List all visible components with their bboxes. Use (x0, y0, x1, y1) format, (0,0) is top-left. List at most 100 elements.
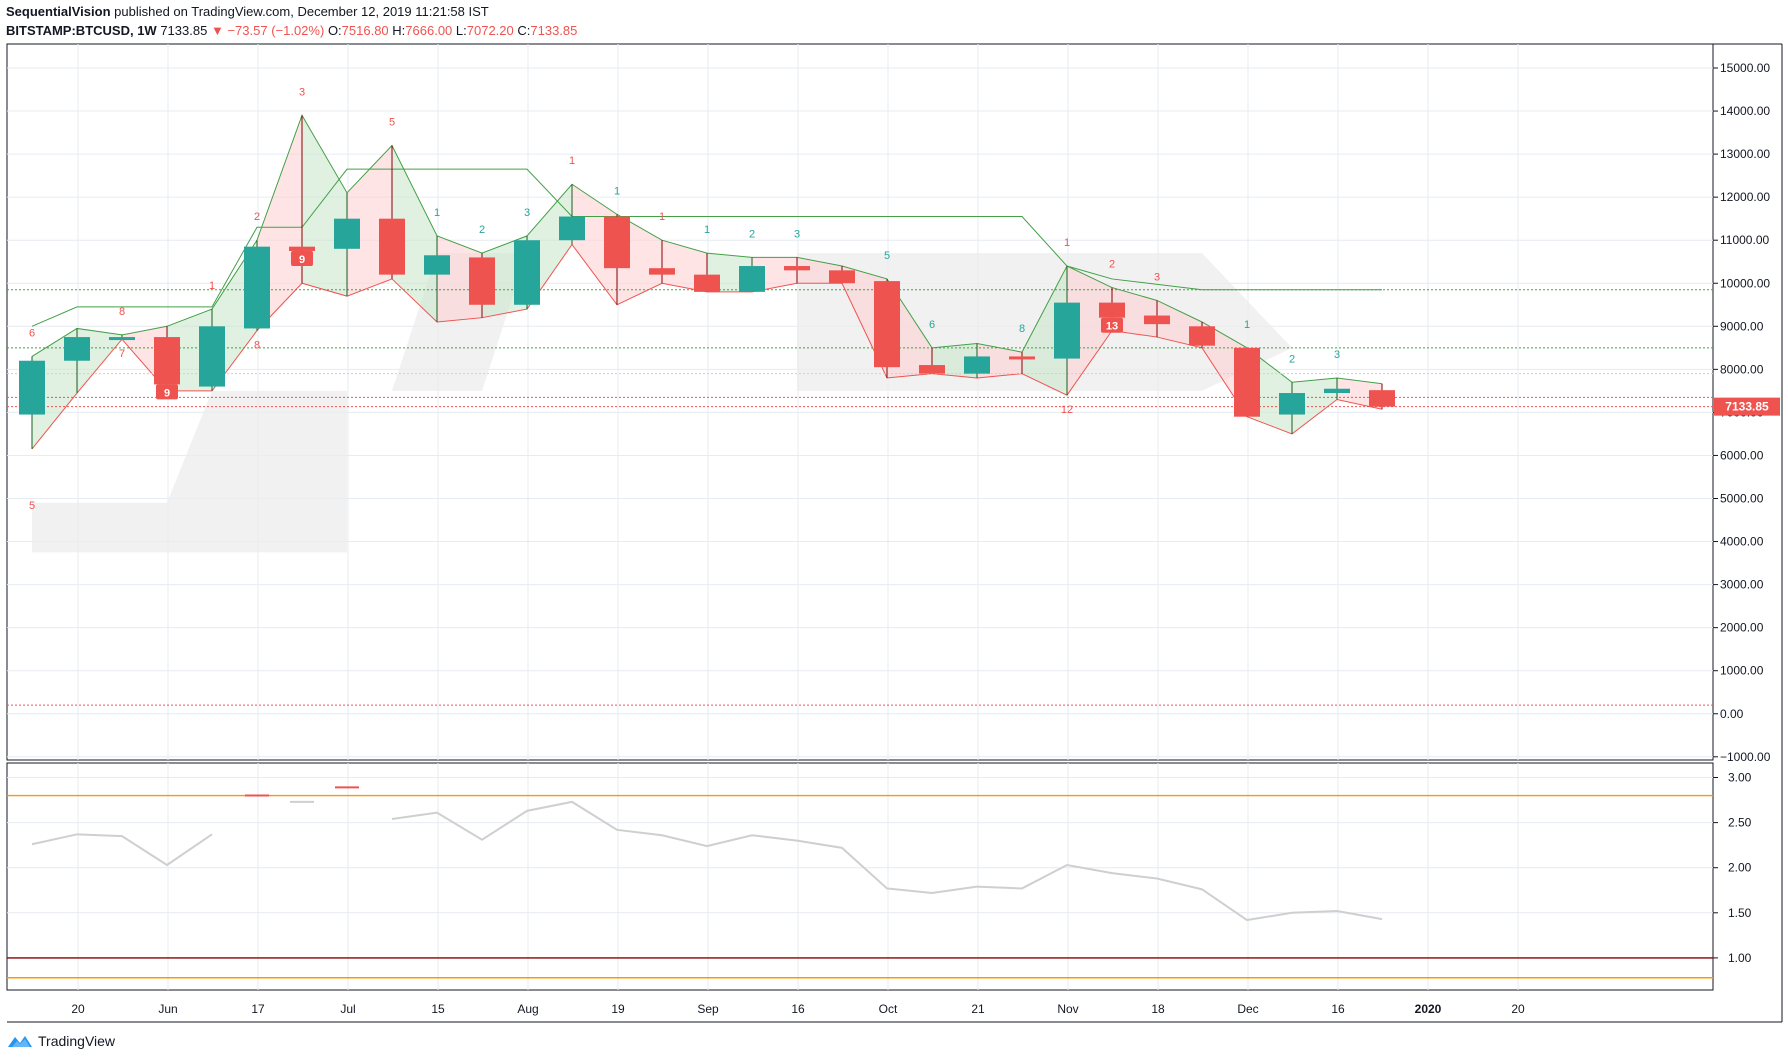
y-tick-label: 8000.00 (1720, 362, 1764, 376)
x-tick-label: 2020 (1415, 1002, 1442, 1016)
x-tick-label: 16 (1331, 1002, 1345, 1016)
cloud-segment (1067, 266, 1112, 396)
sequential-count-label: 6 (29, 327, 35, 339)
count-box (1101, 317, 1123, 333)
sequential-count-label: 8 (1019, 323, 1025, 335)
sequential-count-label: 5 (884, 250, 890, 262)
candle-body (1099, 302, 1125, 318)
candle-body (379, 218, 405, 275)
symbol-name: BITSTAMP:BTCUSD, 1W (6, 23, 157, 38)
author-name[interactable]: SequentialVision (6, 4, 111, 19)
sequential-count-label: 2 (749, 228, 755, 240)
sequential-count-label: 1 (1244, 319, 1250, 331)
candle-body (1189, 326, 1215, 346)
x-tick-label: Aug (517, 1002, 538, 1016)
last-price-marker (1714, 397, 1780, 416)
x-tick-label: Jul (340, 1002, 355, 1016)
y-tick-label: 11000.00 (1720, 233, 1769, 247)
sequential-count-label: 8 (254, 340, 260, 352)
ind-y-tick-label: 2.00 (1728, 861, 1752, 875)
sequential-count-label: 9 (299, 254, 305, 266)
x-tick-label: 15 (431, 1002, 445, 1016)
candle-body (1279, 393, 1305, 415)
candle-body (964, 356, 990, 374)
y-tick-label: 5000.00 (1720, 492, 1764, 506)
cloud-segment (1112, 287, 1157, 338)
down-arrow-icon: ▼ (210, 23, 224, 38)
x-tick-label: 20 (71, 1002, 85, 1016)
price-chart[interactable]: −1000.00 0.00 1000.00 2000.00 3000.00 4000.00… (0, 0, 1788, 1030)
ind-y-tick-label: 2.50 (1728, 816, 1752, 830)
y-tick-label: 14000.00 (1720, 104, 1770, 118)
sequential-count-label: 3 (1154, 271, 1160, 283)
y-tick-label: 10000.00 (1720, 276, 1770, 290)
y-tick-label: −1000.00 (1720, 750, 1771, 764)
y-tick-label: 6000.00 (1720, 448, 1764, 462)
x-tick-label: Oct (879, 1002, 898, 1016)
x-tick-label: Jun (158, 1002, 177, 1016)
tradingview-footer[interactable]: TradingView (6, 1032, 115, 1050)
cloud-segment (572, 184, 617, 305)
candle-body (199, 326, 225, 387)
last-price-label: 7133.85 (1725, 400, 1769, 414)
open-label: O: (327, 23, 342, 38)
sequential-count-label: 2 (479, 224, 485, 236)
symbol-legend: BITSTAMP:BTCUSD, 1W 7133.85 ▼ −73.57 (−1… (6, 22, 577, 40)
sequential-count-label: 3 (794, 228, 800, 240)
sequential-count-label: 7 (119, 348, 125, 360)
y-tick-label: 3000.00 (1720, 578, 1764, 592)
low-label: L: (455, 23, 467, 38)
x-tick-label: 19 (611, 1002, 625, 1016)
y-tick-label: 4000.00 (1720, 535, 1764, 549)
cloud-segment (392, 145, 437, 322)
ind-y-tick-label: 1.50 (1728, 906, 1752, 920)
resistance-step-line (31, 168, 1382, 327)
candle-body (154, 337, 180, 385)
sequential-count-label: 2 (254, 211, 260, 223)
candle-body (694, 274, 720, 292)
candle-body (784, 266, 810, 271)
sequential-count-label: 1 (1064, 237, 1070, 249)
sequential-count-label: 3 (524, 207, 530, 219)
candle-body (289, 246, 315, 251)
sequential-count-label: 1 (614, 185, 620, 197)
sequential-count-label: 6 (929, 319, 935, 331)
indicator-pane-frame (6, 762, 1714, 991)
candle-body (919, 365, 945, 374)
sequential-count-label: 3 (1334, 349, 1340, 361)
candle-body (244, 246, 270, 329)
last-price: 7133.85 (160, 23, 208, 38)
x-tick-label: Dec (1237, 1002, 1258, 1016)
cloud-segment (302, 115, 347, 297)
candle-body (469, 257, 495, 305)
y-tick-label: 1000.00 (1720, 664, 1764, 678)
x-tick-label: 17 (251, 1002, 265, 1016)
publish-info: SequentialVision published on TradingVie… (6, 3, 489, 21)
candle-body (559, 216, 585, 241)
close-value: 7133.85 (530, 23, 578, 38)
sequential-count-label: 8 (119, 306, 125, 318)
candle-body (1369, 390, 1395, 407)
count-box (291, 250, 313, 266)
sequential-count-label: 2 (1109, 259, 1115, 271)
price-change: −73.57 (−1.02%) (227, 23, 325, 38)
high-label: H: (392, 23, 406, 38)
x-tick-label: 21 (971, 1002, 985, 1016)
candle-body (514, 240, 540, 305)
cloud-segment (1022, 266, 1067, 396)
ind-y-tick-label: 1.00 (1728, 951, 1752, 965)
candle-body (604, 216, 630, 269)
candle-body (1009, 356, 1035, 360)
sequential-count-label: 13 (1106, 321, 1118, 333)
indicator-line (391, 800, 1383, 922)
y-tick-label: 0.00 (1720, 707, 1744, 721)
y-tick-label: 9000.00 (1720, 319, 1764, 333)
sequential-count-label: 9 (164, 387, 170, 399)
candle-body (109, 337, 135, 341)
y-tick-label: 2000.00 (1720, 621, 1764, 635)
candle-body (1324, 388, 1350, 394)
x-tick-label: 20 (1511, 1002, 1525, 1016)
x-tick-label: 18 (1151, 1002, 1165, 1016)
candle-body (424, 255, 450, 275)
published-text: published on TradingView.com, December 1… (114, 4, 489, 19)
